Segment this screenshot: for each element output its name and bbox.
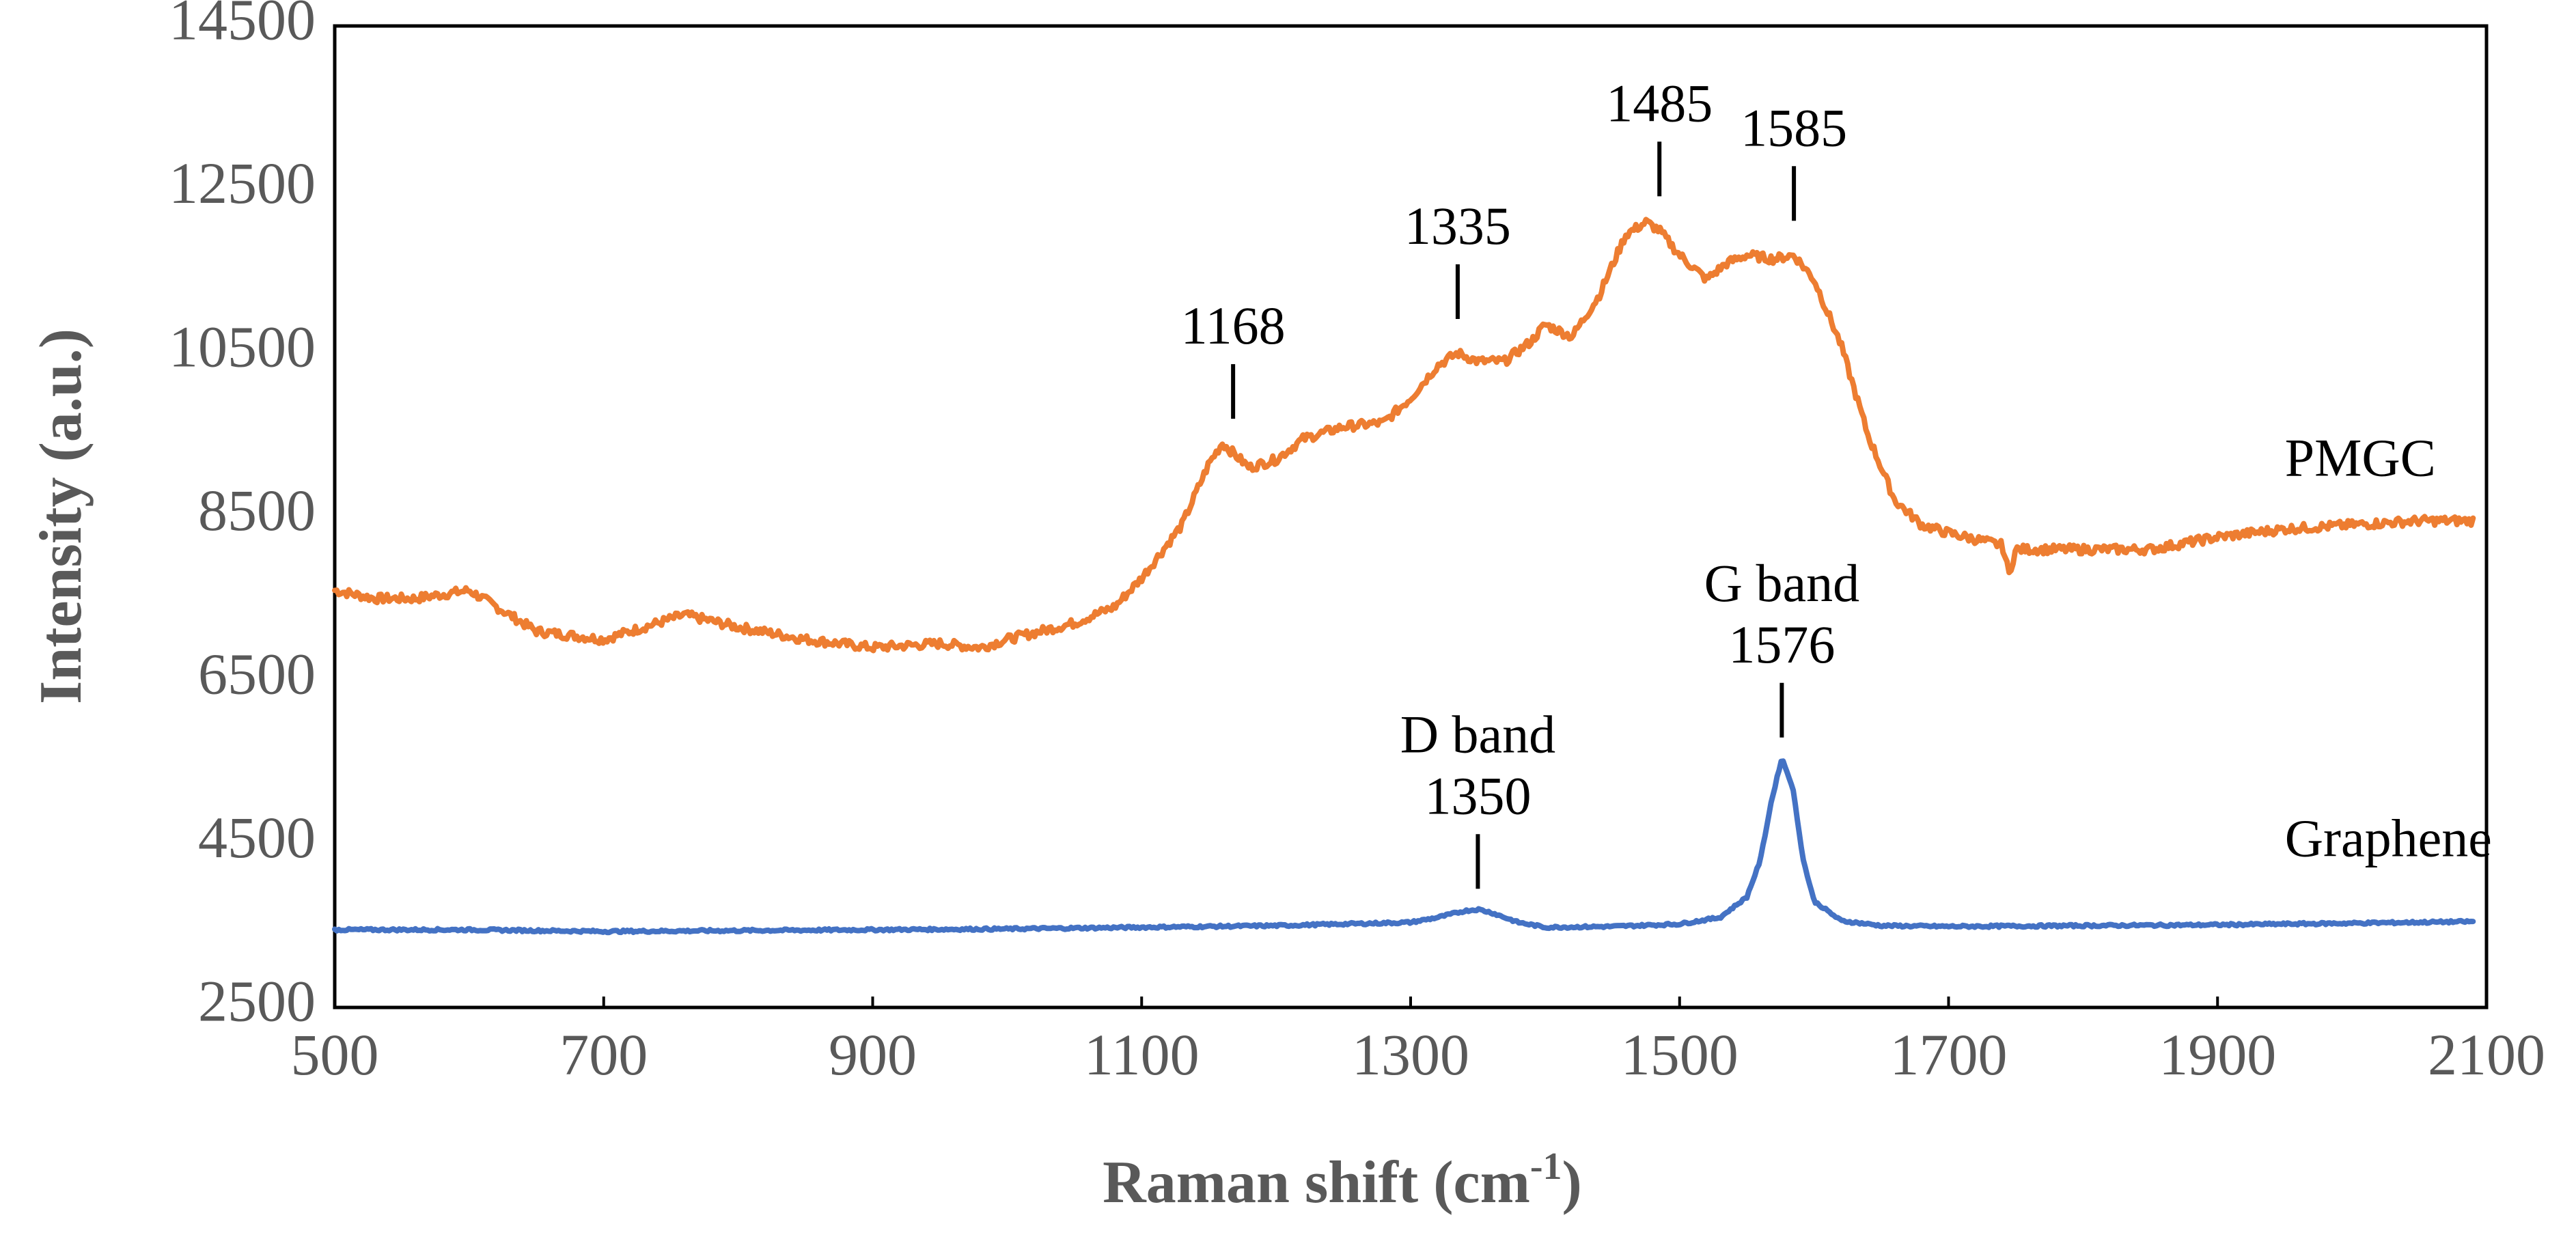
- series-line-pmgc: [332, 217, 2476, 654]
- x-tick-label: 700: [559, 1022, 648, 1087]
- y-tick-label: 6500: [198, 641, 316, 707]
- x-tick-label: 1900: [2159, 1022, 2276, 1087]
- x-axis-title-main: Raman shift (cm: [1103, 1150, 1530, 1216]
- x-axis-title: Raman shift (cm-1): [1103, 1145, 1582, 1216]
- y-tick-label: 8500: [198, 477, 316, 543]
- y-tick-label: 14500: [169, 0, 316, 53]
- series-line-graphene: [332, 758, 2476, 936]
- x-tick-label: 2100: [2428, 1022, 2545, 1087]
- peak-band-label-1350: D band: [1400, 704, 1555, 764]
- peak-label-1335: 1335: [1404, 196, 1511, 255]
- peak-label-1168: 1168: [1181, 296, 1286, 355]
- series-label-graphene: Graphene: [2285, 808, 2492, 867]
- y-tick-label: 12500: [169, 150, 316, 216]
- y-axis-ticks: 2500 4500 6500 8500 10500 12500 14500: [169, 0, 316, 1034]
- x-tick-label: 1500: [1621, 1022, 1739, 1087]
- x-axis-title-end: ): [1562, 1150, 1582, 1216]
- series-label-pmgc: PMGC: [2285, 428, 2436, 488]
- x-axis-ticks: 500 700 900 1100 1300 1500 1700 1900 2100: [291, 997, 2545, 1087]
- series-layer: [332, 217, 2476, 936]
- peak-label-1485: 1485: [1606, 73, 1713, 133]
- x-tick-label: 1700: [1890, 1022, 2008, 1087]
- peak-label-1576: 1576: [1728, 615, 1835, 674]
- peak-label-1350: 1350: [1424, 766, 1531, 825]
- x-tick-label: 1300: [1352, 1022, 1469, 1087]
- x-tick-label: 900: [829, 1022, 917, 1087]
- x-tick-label: 500: [291, 1022, 379, 1087]
- y-axis-title: Intensity (a.u.): [28, 329, 94, 704]
- x-tick-label: 1100: [1084, 1022, 1200, 1087]
- y-tick-label: 2500: [198, 969, 316, 1034]
- peak-band-label-1576: G band: [1704, 553, 1859, 613]
- peak-label-1585: 1585: [1741, 98, 1847, 157]
- x-axis-title-superscript: -1: [1530, 1145, 1562, 1188]
- y-tick-label: 4500: [198, 805, 316, 870]
- series-label-layer: PMGC Graphene: [2285, 428, 2492, 868]
- y-tick-label: 10500: [169, 314, 316, 380]
